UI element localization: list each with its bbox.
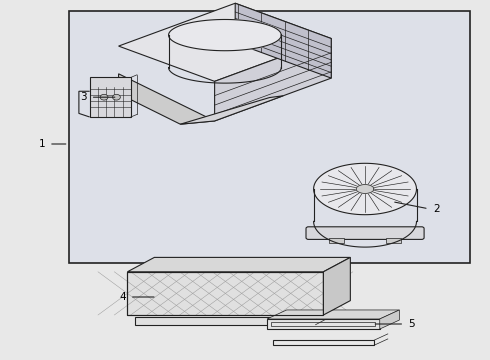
Text: 1: 1 xyxy=(38,139,45,149)
Bar xyxy=(90,77,131,117)
Bar xyxy=(69,11,470,263)
Polygon shape xyxy=(119,74,215,124)
Text: 2: 2 xyxy=(433,204,440,214)
Text: 4: 4 xyxy=(119,292,126,302)
Polygon shape xyxy=(215,39,331,121)
Polygon shape xyxy=(380,310,399,329)
Polygon shape xyxy=(169,19,281,51)
Text: 5: 5 xyxy=(408,319,415,329)
Circle shape xyxy=(113,94,121,100)
Polygon shape xyxy=(356,185,374,193)
Circle shape xyxy=(100,94,108,100)
Bar xyxy=(135,317,316,325)
Bar xyxy=(271,322,375,326)
Bar xyxy=(386,238,401,243)
Text: 3: 3 xyxy=(80,92,87,102)
Polygon shape xyxy=(180,96,283,124)
Polygon shape xyxy=(235,3,331,78)
Polygon shape xyxy=(323,257,350,315)
Bar xyxy=(272,340,374,345)
Bar xyxy=(329,238,344,243)
Polygon shape xyxy=(267,310,399,319)
Bar xyxy=(127,272,323,315)
Bar xyxy=(267,319,380,329)
FancyBboxPatch shape xyxy=(306,227,424,239)
Polygon shape xyxy=(314,163,416,215)
Bar xyxy=(127,272,323,315)
Polygon shape xyxy=(119,3,331,81)
Polygon shape xyxy=(127,257,350,272)
